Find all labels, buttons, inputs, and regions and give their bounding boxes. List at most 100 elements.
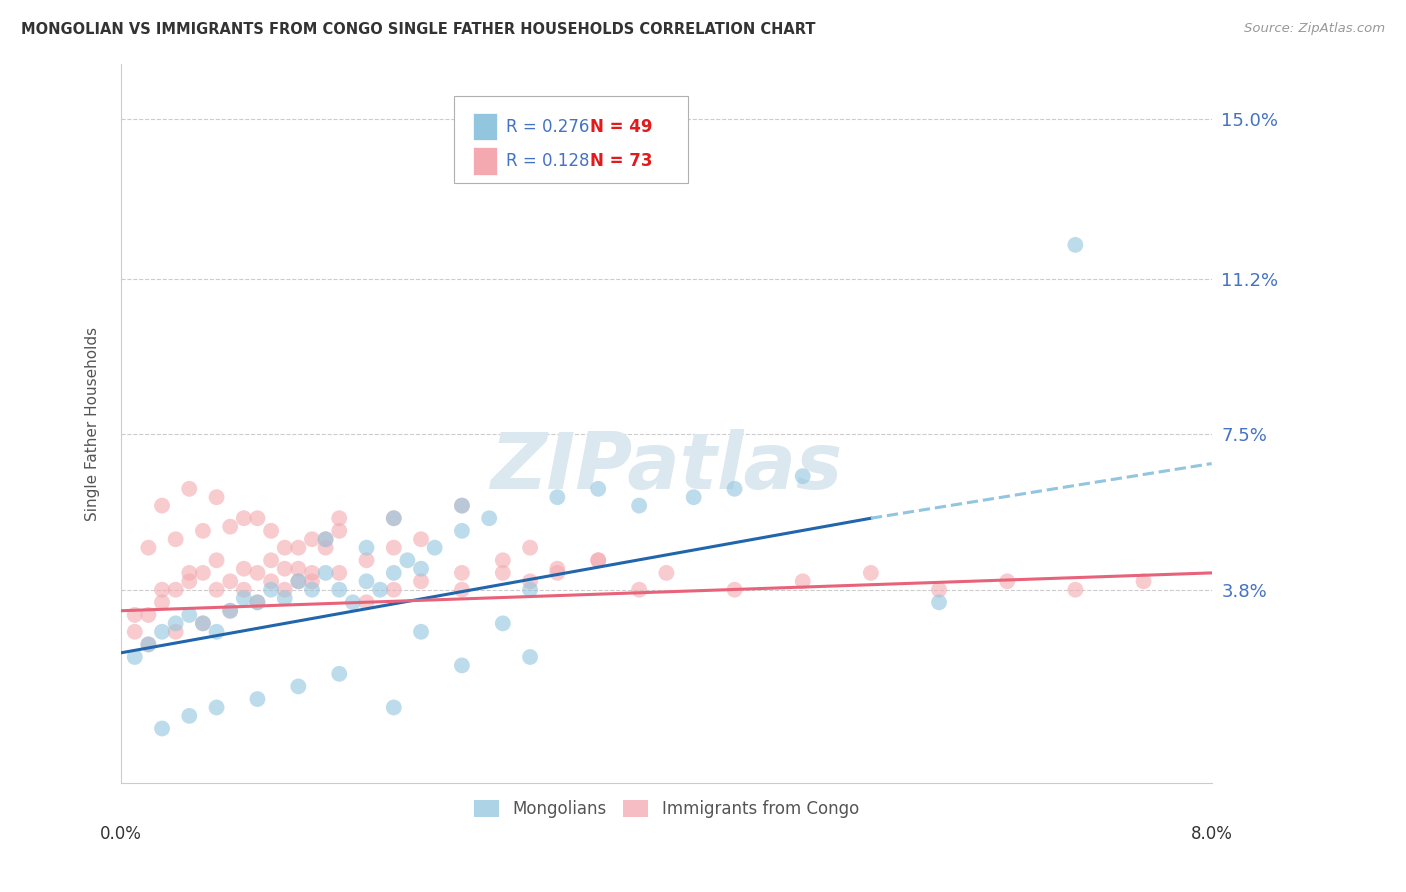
FancyBboxPatch shape xyxy=(454,96,688,183)
Point xyxy=(409,533,432,547)
Point xyxy=(232,582,254,597)
Point xyxy=(519,541,541,555)
Point xyxy=(150,624,173,639)
Point xyxy=(586,553,609,567)
Point xyxy=(451,566,474,580)
Point xyxy=(165,533,187,547)
Point xyxy=(138,637,160,651)
Point xyxy=(179,607,201,622)
Point xyxy=(356,553,378,567)
Point xyxy=(260,582,283,597)
Text: MONGOLIAN VS IMMIGRANTS FROM CONGO SINGLE FATHER HOUSEHOLDS CORRELATION CHART: MONGOLIAN VS IMMIGRANTS FROM CONGO SINGL… xyxy=(21,22,815,37)
Point xyxy=(723,482,745,496)
Point xyxy=(792,574,814,589)
Y-axis label: Single Father Households: Single Father Households xyxy=(86,326,100,521)
Point xyxy=(315,533,337,547)
Point xyxy=(328,666,350,681)
Point xyxy=(232,562,254,576)
Point xyxy=(1064,582,1087,597)
Point xyxy=(191,524,214,538)
Point xyxy=(315,566,337,580)
Point xyxy=(287,541,309,555)
Point xyxy=(260,553,283,567)
Point xyxy=(928,582,950,597)
Text: R = 0.276: R = 0.276 xyxy=(506,118,589,136)
Point xyxy=(191,616,214,631)
Point xyxy=(478,511,501,525)
Point xyxy=(356,595,378,609)
Point xyxy=(219,604,242,618)
Point xyxy=(409,562,432,576)
Text: 0.0%: 0.0% xyxy=(100,825,142,843)
Point xyxy=(995,574,1018,589)
Point xyxy=(328,524,350,538)
Point xyxy=(138,637,160,651)
Point xyxy=(246,566,269,580)
Point xyxy=(124,650,146,665)
Point xyxy=(328,566,350,580)
Point xyxy=(356,574,378,589)
Point xyxy=(205,582,228,597)
Point xyxy=(628,499,651,513)
Point xyxy=(342,595,364,609)
Point xyxy=(205,624,228,639)
Point xyxy=(246,595,269,609)
Legend: Mongolians, Immigrants from Congo: Mongolians, Immigrants from Congo xyxy=(467,794,866,825)
Point xyxy=(451,658,474,673)
Point xyxy=(586,482,609,496)
Text: ZIPatlas: ZIPatlas xyxy=(491,429,842,505)
Point xyxy=(628,582,651,597)
Point xyxy=(859,566,882,580)
Point xyxy=(219,519,242,533)
Point xyxy=(260,524,283,538)
Point xyxy=(301,566,323,580)
Point xyxy=(315,541,337,555)
Point xyxy=(246,692,269,706)
Point xyxy=(179,574,201,589)
Point xyxy=(232,591,254,606)
Point xyxy=(546,490,568,504)
Point xyxy=(492,566,515,580)
Point xyxy=(356,541,378,555)
Point xyxy=(205,700,228,714)
Point xyxy=(382,511,405,525)
Point xyxy=(382,582,405,597)
Point xyxy=(1132,574,1154,589)
Point xyxy=(396,553,419,567)
Point xyxy=(382,566,405,580)
Point xyxy=(423,541,446,555)
Point xyxy=(382,700,405,714)
Point xyxy=(165,624,187,639)
Point xyxy=(928,595,950,609)
Point xyxy=(219,574,242,589)
Point xyxy=(1064,238,1087,252)
Point xyxy=(409,624,432,639)
Point xyxy=(301,582,323,597)
Point xyxy=(150,582,173,597)
Point xyxy=(519,650,541,665)
Point xyxy=(451,524,474,538)
Point xyxy=(301,574,323,589)
Point xyxy=(492,616,515,631)
Text: N = 49: N = 49 xyxy=(591,118,652,136)
Point xyxy=(301,533,323,547)
Point xyxy=(287,574,309,589)
Point xyxy=(682,490,704,504)
Point xyxy=(179,482,201,496)
Point xyxy=(368,582,391,597)
Point xyxy=(315,533,337,547)
Point xyxy=(165,582,187,597)
Point xyxy=(191,566,214,580)
Text: Source: ZipAtlas.com: Source: ZipAtlas.com xyxy=(1244,22,1385,36)
Point xyxy=(138,607,160,622)
Text: N = 73: N = 73 xyxy=(591,153,652,170)
Point xyxy=(328,582,350,597)
Point xyxy=(382,511,405,525)
Point xyxy=(273,582,295,597)
Point xyxy=(124,624,146,639)
Point xyxy=(382,541,405,555)
Point xyxy=(492,553,515,567)
Point xyxy=(150,595,173,609)
Point xyxy=(586,553,609,567)
Point xyxy=(723,582,745,597)
